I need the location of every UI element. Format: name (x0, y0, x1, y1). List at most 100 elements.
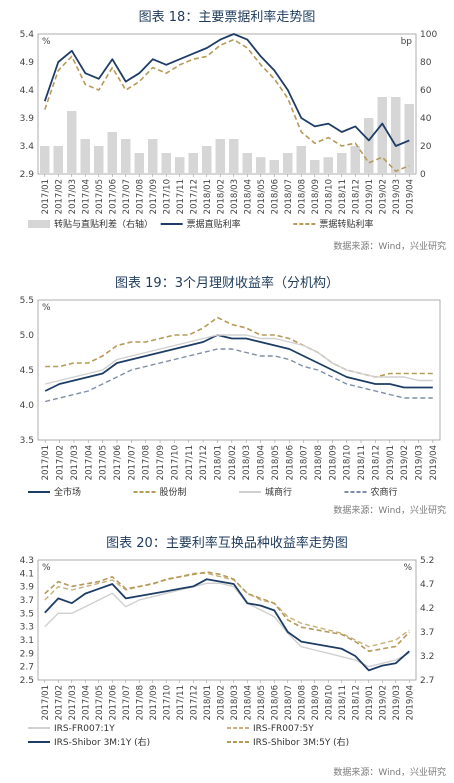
series-line (45, 348, 433, 403)
x-tick-label: 2017/01 (41, 685, 51, 720)
bar-mark (80, 139, 90, 174)
y-unit-left: % (42, 563, 51, 573)
x-tick-label: 2019/03 (414, 445, 424, 480)
y2-tick-label: 3.2 (420, 652, 434, 662)
x-tick-label: 2018/03 (230, 179, 240, 214)
y-tick-label: 4.0 (20, 401, 35, 411)
x-tick-label: 2018/08 (297, 685, 307, 720)
x-tick-label: 2017/09 (149, 179, 159, 214)
plot-area-frame (37, 299, 441, 441)
y-tick-label: 4.5 (20, 366, 34, 376)
bar-mark (310, 160, 320, 174)
x-tick-label: 2018/08 (297, 179, 307, 214)
bar-mark (175, 157, 185, 174)
series-line (45, 334, 433, 385)
x-tick-label: 2017/06 (108, 179, 118, 214)
x-tick-label: 2017/11 (185, 445, 195, 480)
chart-19-svg: 5.5 5.0 4.5 4.0 3.5% 2017/01 2017/02 2017/03 201… (20, 296, 441, 498)
x-tick-label: 2017/03 (68, 179, 78, 214)
legend-label: IRS-Shibor 3M:5Y (右) (253, 736, 349, 748)
x-tick-label: 2018/10 (324, 179, 334, 214)
bar-mark (94, 146, 104, 174)
x-tick-label: 2017/08 (142, 445, 152, 480)
bar-mark (269, 160, 279, 174)
x-tick-label: 2017/01 (41, 445, 51, 480)
series-line (44, 334, 433, 392)
chart-title-18: 图表 18：主要票据利率走势图 (138, 10, 316, 25)
x-tick-label: 2017/04 (84, 445, 94, 480)
y-tick-label: 4.4 (20, 86, 35, 96)
x-tick-label: 2018/03 (242, 445, 252, 480)
legend-label: IRS-FR007:1Y (54, 724, 115, 734)
x-tick-label: 2018/07 (300, 445, 310, 480)
x-tick-label: 2018/12 (351, 179, 361, 214)
x-tick-label: 2018/02 (216, 179, 226, 214)
bar-mark (67, 111, 77, 174)
series-line (44, 38, 410, 172)
plot-area-frame (37, 559, 417, 681)
y2-tick-label: 100 (420, 30, 437, 40)
x-tick-label: 2018/02 (228, 445, 238, 480)
x-tick-label: 2018/02 (216, 685, 226, 720)
y2-tick-label: 60 (420, 86, 432, 96)
x-tick-label: 2017/01 (41, 179, 51, 214)
x-tick-label: 2017/10 (170, 445, 180, 480)
bar-mark (377, 97, 387, 174)
y-tick-label: 5.4 (20, 30, 35, 40)
legend-swatch (28, 220, 50, 228)
bar-mark (404, 104, 414, 174)
x-tick-label: 2018/11 (338, 179, 348, 214)
x-tick-label: 2017/12 (189, 685, 199, 720)
y2-tick-label: 4.7 (420, 580, 434, 590)
bar-mark (202, 146, 212, 174)
x-tick-label: 2017/04 (81, 179, 91, 214)
x-tick-label: 2019/02 (400, 445, 410, 480)
bar-mark (53, 146, 63, 174)
bar-mark (256, 157, 266, 174)
x-tick-label: 2019/03 (392, 685, 402, 720)
x-tick-label: 2018/04 (257, 445, 267, 480)
x-tick-label: 2017/05 (99, 445, 109, 480)
x-tick-label: 2017/08 (135, 685, 145, 720)
x-tick-label: 2018/11 (338, 685, 348, 720)
series-line (43, 33, 410, 147)
legend-label: 票据直贴利率 (187, 218, 241, 230)
x-tick-label: 2017/06 (108, 685, 118, 720)
x-tick-label: 2018/06 (270, 685, 280, 720)
y-tick-label: 3.7 (20, 596, 34, 606)
bar-mark (107, 132, 117, 174)
x-tick-label: 2018/10 (324, 685, 334, 720)
x-tick-label: 2019/01 (365, 179, 375, 214)
bar-mark (391, 97, 401, 174)
y-unit-right: bp (401, 37, 413, 47)
legend-label: 全市场 (54, 486, 81, 498)
x-tick-label: 2018/05 (257, 685, 267, 720)
legend-label: 票据转贴利率 (319, 218, 373, 230)
y-unit-left: % (42, 303, 51, 313)
x-tick-label: 2017/09 (156, 445, 166, 480)
x-tick-label: 2019/02 (378, 685, 388, 720)
x-tick-label: 2017/08 (135, 179, 145, 214)
x-tick-label: 2018/01 (203, 179, 213, 214)
x-tick-label: 2017/10 (162, 685, 172, 720)
x-tick-label: 2017/06 (113, 445, 123, 480)
x-tick-label: 2018/07 (284, 685, 294, 720)
x-tick-label: 2017/02 (56, 445, 66, 480)
x-tick-label: 2019/03 (392, 179, 402, 214)
y-tick-label: 3.3 (20, 623, 34, 633)
y-tick-label: 3.1 (20, 636, 34, 646)
y-tick-label: 2.9 (20, 170, 35, 180)
y-tick-label: 5.5 (20, 296, 34, 306)
x-tick-label: 2018/09 (311, 685, 321, 720)
y-tick-label: 4.1 (20, 569, 34, 579)
bar-mark (242, 153, 252, 174)
y-tick-label: 2.9 (20, 649, 35, 659)
x-tick-label: 2019/01 (365, 685, 375, 720)
y-tick-label: 5.0 (20, 331, 35, 341)
y-tick-label: 3.9 (20, 583, 35, 593)
legend-label: IRS-Shibor 3M:1Y (右) (54, 736, 150, 748)
y2-tick-label: 5.2 (420, 556, 434, 566)
x-tick-label: 2017/03 (70, 445, 80, 480)
y-unit-right: % (403, 563, 412, 573)
y-tick-label: 4.9 (20, 58, 35, 68)
